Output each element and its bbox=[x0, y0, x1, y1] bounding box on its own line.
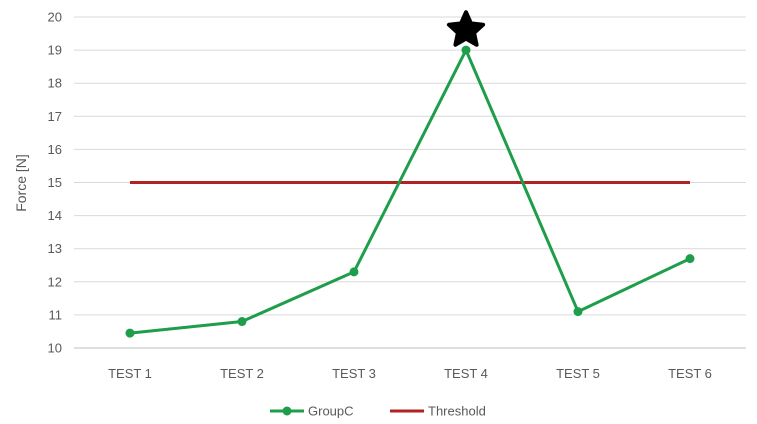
y-tick-label: 12 bbox=[48, 274, 62, 289]
data-point bbox=[685, 254, 695, 264]
annotation-layer bbox=[446, 10, 486, 47]
data-point bbox=[461, 45, 471, 55]
x-axis-ticks: TEST 1 TEST 2 TEST 3 TEST 4 TEST 5 TEST 6 bbox=[108, 366, 712, 381]
y-tick-label: 15 bbox=[48, 175, 62, 190]
y-tick-label: 18 bbox=[48, 76, 62, 91]
x-tick-label: TEST 1 bbox=[108, 366, 152, 381]
y-tick-label: 16 bbox=[48, 142, 62, 157]
x-tick-label: TEST 2 bbox=[220, 366, 264, 381]
y-axis-ticks: 10 11 12 13 14 15 16 17 18 19 20 bbox=[48, 10, 62, 356]
legend-marker bbox=[282, 406, 292, 416]
y-tick-label: 19 bbox=[48, 43, 62, 58]
star-marker-icon bbox=[446, 10, 486, 47]
legend: GroupC Threshold bbox=[270, 404, 486, 419]
y-tick-label: 14 bbox=[48, 208, 62, 223]
data-point bbox=[349, 267, 359, 277]
x-tick-label: TEST 4 bbox=[444, 366, 488, 381]
x-tick-label: TEST 6 bbox=[668, 366, 712, 381]
legend-label-groupc: GroupC bbox=[308, 404, 354, 419]
y-tick-label: 17 bbox=[48, 109, 62, 124]
y-tick-label: 20 bbox=[48, 10, 62, 25]
legend-label-threshold: Threshold bbox=[428, 404, 486, 419]
y-tick-label: 10 bbox=[48, 341, 62, 356]
y-axis-title: Force [N] bbox=[13, 154, 29, 212]
y-tick-label: 13 bbox=[48, 241, 62, 256]
x-tick-label: TEST 5 bbox=[556, 366, 600, 381]
series-layer bbox=[125, 45, 695, 338]
data-point bbox=[237, 317, 247, 327]
x-tick-label: TEST 3 bbox=[332, 366, 376, 381]
data-point bbox=[125, 328, 135, 338]
y-tick-label: 11 bbox=[49, 307, 63, 322]
data-point bbox=[573, 307, 583, 317]
series-line-groupc bbox=[129, 48, 691, 335]
